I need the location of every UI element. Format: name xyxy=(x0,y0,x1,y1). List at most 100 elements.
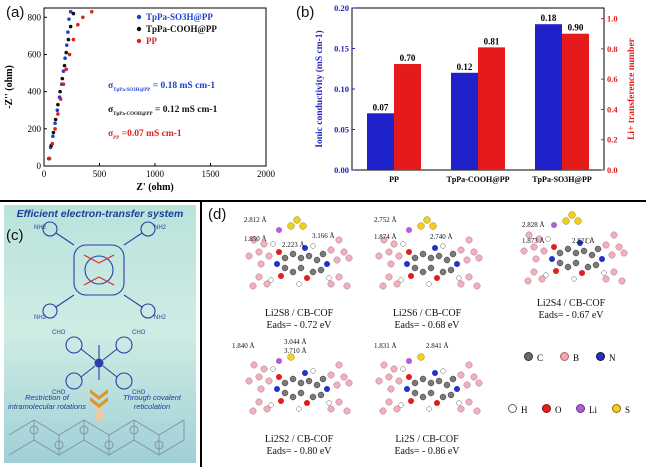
carbon-atom xyxy=(435,252,443,260)
hydrogen-atom xyxy=(456,400,462,406)
data-point-tppa-so3h-pp xyxy=(53,121,57,126)
data-point-pp xyxy=(56,112,60,116)
left-tick-label: 0.05 xyxy=(334,125,349,135)
boron-atom xyxy=(345,379,353,387)
carbon-atom xyxy=(289,393,297,401)
dist-li2s-1: 1.831 Å xyxy=(374,342,397,350)
hydrogen-atom xyxy=(456,275,462,281)
boron-atom xyxy=(343,282,351,290)
category-label: PP xyxy=(389,175,399,184)
boron-atom xyxy=(463,256,471,264)
carbon-atom xyxy=(439,393,447,401)
dist-li2s8-3: 3.166 Å xyxy=(312,232,335,240)
boron-atom xyxy=(525,231,533,239)
oxygen-atom xyxy=(406,249,412,255)
atom-b-icon xyxy=(560,352,569,361)
sulfur-atom xyxy=(574,217,582,225)
boron-atom xyxy=(620,249,628,257)
boron-atom xyxy=(470,248,478,256)
hydrogen-atom xyxy=(440,368,446,374)
lithium-atom xyxy=(406,227,412,233)
carbon-atom xyxy=(309,268,317,276)
cho-label-bl: CHO xyxy=(52,390,66,396)
data-point-pp xyxy=(64,67,68,72)
data-point-pp xyxy=(71,37,76,42)
nitrogen-atom xyxy=(432,245,438,251)
boron-atom xyxy=(385,248,393,256)
sulfur-atom xyxy=(287,222,295,230)
nitrogen-atom xyxy=(324,261,330,267)
legend-label: TpPa-COOH@PP xyxy=(146,24,217,34)
panel-c-background xyxy=(4,205,196,463)
carbon-atom xyxy=(411,254,419,262)
sigma-label: σPP =0.07 mS cm-1 xyxy=(108,129,182,141)
dist-li2s4-2: 1.873 Å xyxy=(522,237,545,245)
data-point-tppa-so3h-pp xyxy=(51,134,55,139)
left-tick-label: 0.15 xyxy=(334,44,349,54)
data-point-tppa-so3h-pp xyxy=(66,30,70,34)
boron-atom xyxy=(524,277,532,285)
carbon-atom xyxy=(419,268,427,276)
boron-atom xyxy=(335,361,343,369)
reticulation-text: Through covalent reticulation xyxy=(123,393,181,411)
carbon-atom xyxy=(297,254,305,262)
carbon-atom xyxy=(419,250,427,258)
sulfur-atom xyxy=(562,217,570,225)
lithium-atom xyxy=(276,227,282,233)
hydrogen-atom xyxy=(398,277,404,283)
boron-atom xyxy=(393,280,401,288)
legend-marker xyxy=(136,38,142,44)
sigma-label: σTpPa-COOH@PP = 0.12 mS cm-1 xyxy=(108,105,218,117)
atom-h-icon xyxy=(508,404,517,413)
hydrogen-atom xyxy=(426,281,432,287)
legend-label: PP xyxy=(146,36,157,46)
boron-atom xyxy=(345,254,353,262)
carbon-atom xyxy=(313,256,321,264)
panel-a: (a) 0 500 1000 1500 2000 0 200 400 600 800 Z' (ohm… xyxy=(0,0,290,195)
boron-atom xyxy=(327,371,335,379)
atom-n-icon xyxy=(596,352,605,361)
cho-label-tl: CHO xyxy=(52,330,66,336)
lithium-atom xyxy=(551,222,557,228)
bar-value-label: 0.70 xyxy=(400,53,416,63)
boron-atom xyxy=(260,365,268,373)
nitrogen-atom xyxy=(432,370,438,376)
nitrogen-atom xyxy=(274,261,280,267)
oxygen-atom xyxy=(551,244,557,250)
data-point-tppa-cooh-pp xyxy=(60,76,65,81)
boron-atom xyxy=(465,236,473,244)
sulfur-atom xyxy=(417,222,425,230)
data-point-tppa-so3h-pp xyxy=(64,43,69,47)
boron-atom xyxy=(255,273,263,281)
bar-ionic-conductivity xyxy=(451,72,478,170)
data-point-tppa-cooh-pp xyxy=(51,130,56,135)
boron-atom xyxy=(387,260,395,268)
oxygen-atom xyxy=(408,398,414,404)
boron-atom xyxy=(532,255,540,263)
boron-atom xyxy=(535,235,543,243)
boron-atom xyxy=(610,231,618,239)
hydrogen-atom xyxy=(543,272,549,278)
hydrogen-atom xyxy=(326,275,332,281)
dist-li2s2-3: 3.710 Å xyxy=(284,347,307,355)
species-li2s6: Li2S6 / CB-COF xyxy=(392,308,462,319)
panel-c-title: Efficient electron-transfer system xyxy=(16,208,184,220)
caption-li2s4: Li2S4 / CB-COF Eads= - 0.67 eV xyxy=(516,298,626,322)
boron-atom xyxy=(375,252,383,260)
boron-atom xyxy=(250,236,258,244)
bar-value-label: 0.07 xyxy=(373,102,389,112)
bar-value-label: 0.90 xyxy=(568,23,584,33)
legend-marker xyxy=(136,14,142,20)
carbon-atom xyxy=(297,264,305,272)
oxygen-atom xyxy=(553,268,559,274)
boron-atom xyxy=(263,280,271,288)
sigma-label: σTpPa-SO3H@PP = 0.18 mS cm-1 xyxy=(108,81,215,93)
sulfur-atom xyxy=(293,216,301,224)
eads-li2s2: Eads= - 0.80 eV xyxy=(266,446,332,457)
hydrogen-atom xyxy=(601,270,607,276)
carbon-atom xyxy=(297,379,305,387)
atom-s-icon xyxy=(612,404,621,413)
down-arrows xyxy=(90,389,108,408)
carbon-atom xyxy=(449,250,457,258)
boron-atom xyxy=(387,385,395,393)
